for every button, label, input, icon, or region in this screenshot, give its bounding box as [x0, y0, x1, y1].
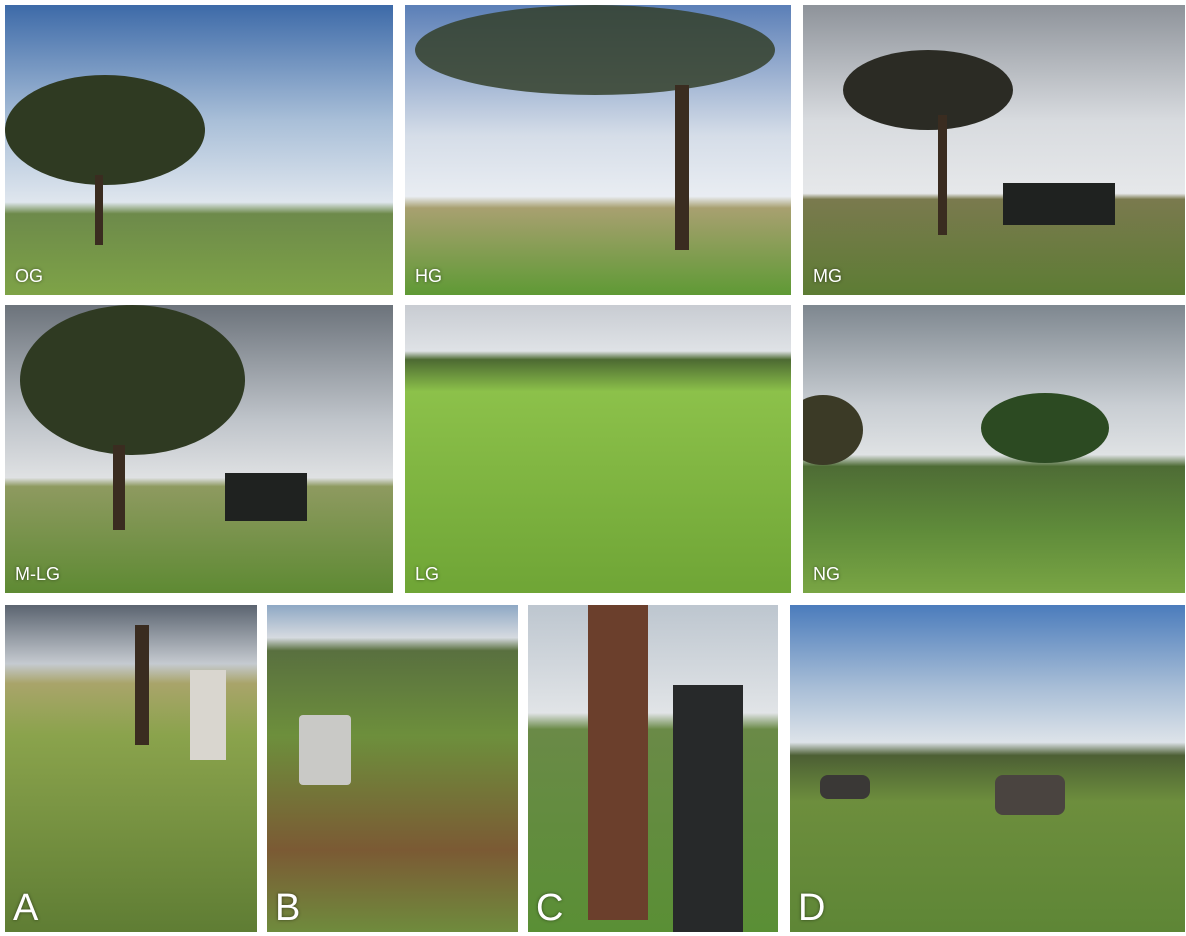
vehicle: [1003, 183, 1115, 225]
trunk: [95, 175, 103, 245]
person: [190, 670, 226, 760]
tree: [843, 50, 1013, 130]
trunk: [675, 85, 689, 250]
panel-label: MG: [813, 266, 842, 286]
photo-a: A: [5, 605, 257, 932]
panel-label: LG: [415, 564, 440, 584]
panel-label: A: [13, 887, 39, 929]
photo-hg: HG: [405, 5, 791, 295]
tree: [20, 305, 245, 455]
trunk: [113, 445, 125, 530]
instrument: [299, 715, 351, 785]
photo-og: OG: [5, 5, 393, 295]
panel-label: NG: [813, 564, 840, 584]
tree: [415, 5, 775, 95]
panel-label: C: [536, 887, 564, 929]
photo-ng: NG: [803, 305, 1185, 593]
panel-label: D: [798, 887, 826, 929]
trunk: [588, 605, 648, 920]
cattle: [995, 775, 1065, 815]
photo-mg: MG: [803, 5, 1185, 295]
trunk: [135, 625, 149, 745]
person: [673, 685, 743, 932]
panel-label: HG: [415, 266, 442, 286]
tree: [5, 75, 205, 185]
panel-label: B: [275, 887, 301, 929]
photo-lg: LG: [405, 305, 791, 593]
panel-label: M-LG: [15, 564, 60, 584]
tree: [803, 395, 863, 465]
cattle: [820, 775, 870, 799]
panel-label: OG: [15, 266, 44, 286]
photo-b: B: [267, 605, 518, 932]
photo-d: D: [790, 605, 1185, 932]
trunk: [938, 115, 947, 235]
tree: [981, 393, 1109, 463]
vehicle: [225, 473, 307, 521]
photo-m-lg: M-LG: [5, 305, 393, 593]
photo-c: C: [528, 605, 778, 932]
